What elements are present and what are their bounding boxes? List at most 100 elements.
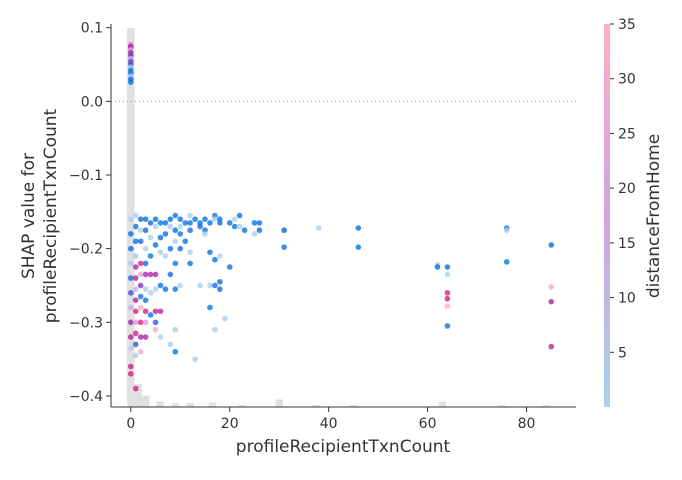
data-point [187,249,193,256]
data-point [281,227,287,234]
data-point [167,245,174,252]
data-point [132,341,139,348]
colorbar-tick-label: 5 [618,345,627,361]
data-point [221,315,228,322]
data-point [212,216,218,222]
data-point [152,271,159,278]
data-point [162,231,169,237]
data-point [197,282,203,289]
data-point [127,231,134,237]
data-point [127,319,134,326]
data-point [177,231,184,237]
data-point [172,326,179,333]
data-point [548,343,555,350]
histogram-bar [156,401,165,407]
data-point [147,271,154,278]
data-point [236,212,243,219]
data-point [132,238,139,245]
data-point [152,326,159,333]
data-point [132,319,139,326]
histogram-bar [186,403,194,407]
data-point [127,245,134,252]
y-axis-label-line2: profileRecipientTxnCount [41,108,61,323]
data-point [162,286,169,292]
data-point [207,282,213,289]
data-point [217,220,223,226]
data-point [207,304,213,311]
data-point [172,348,179,355]
data-point [187,260,193,267]
histogram-bar [208,402,217,407]
data-point [142,297,149,304]
data-point [132,264,139,270]
data-point [548,284,555,290]
colorbar-tick-label: 15 [618,236,636,252]
data-point [137,271,144,278]
colorbar-tick-label: 25 [618,126,636,142]
data-point [217,286,223,292]
histogram-bar [312,405,321,407]
data-point [127,371,134,377]
data-point [182,238,189,245]
data-point [137,319,144,326]
data-point [127,363,134,370]
data-point [226,220,233,226]
data-point [142,319,149,326]
x-axis-ticks: 0 20 40 60 80 [126,407,535,432]
y-tick-label: −0.1 [69,168,103,184]
data-point [192,216,198,222]
data-point [217,253,223,259]
y-axis-ticks: 0.1 0.0 −0.1 −0.2 −0.3 −0.4 [69,21,111,405]
data-point [217,278,223,285]
data-point [503,227,510,234]
data-point [172,227,179,234]
colorbar-label: distanceFromHome [644,134,664,298]
colorbar-tick-label: 35 [618,17,636,33]
data-point [157,249,164,256]
data-point [444,264,451,270]
data-point [177,245,184,252]
histogram-bar [141,395,150,407]
data-point [137,348,144,355]
data-point [355,244,362,250]
data-point [127,260,134,267]
data-point [137,216,144,222]
y-tick-label: 0.1 [81,21,103,37]
data-point [142,271,149,278]
y-axis-label-line1: SHAP value for [19,153,39,279]
data-point [212,282,218,289]
data-point [172,238,179,245]
data-point [137,260,144,267]
data-point [187,227,193,234]
data-point [444,303,451,309]
data-point [212,326,218,333]
data-point [172,286,179,292]
data-point [256,220,263,226]
data-point [167,223,174,230]
data-point [162,253,169,259]
data-point [127,275,134,281]
scatter-points [127,41,555,392]
data-point [147,220,154,226]
data-point [503,259,510,265]
data-point [434,264,441,270]
data-point [236,223,243,230]
data-point [355,225,362,231]
data-point [231,223,238,230]
data-point [281,244,287,250]
data-point [132,223,139,230]
colorbar-tick-label: 20 [618,181,636,197]
data-point [147,253,154,259]
data-point [132,308,139,315]
data-point [197,223,203,230]
data-point [548,298,555,305]
data-point [167,216,174,222]
data-point [137,304,144,311]
data-point [142,334,149,340]
data-point [202,231,208,237]
colorbar-tick-label: 30 [618,72,636,88]
data-point [137,334,144,340]
x-tick-label: 0 [126,416,135,432]
data-point [152,319,159,326]
